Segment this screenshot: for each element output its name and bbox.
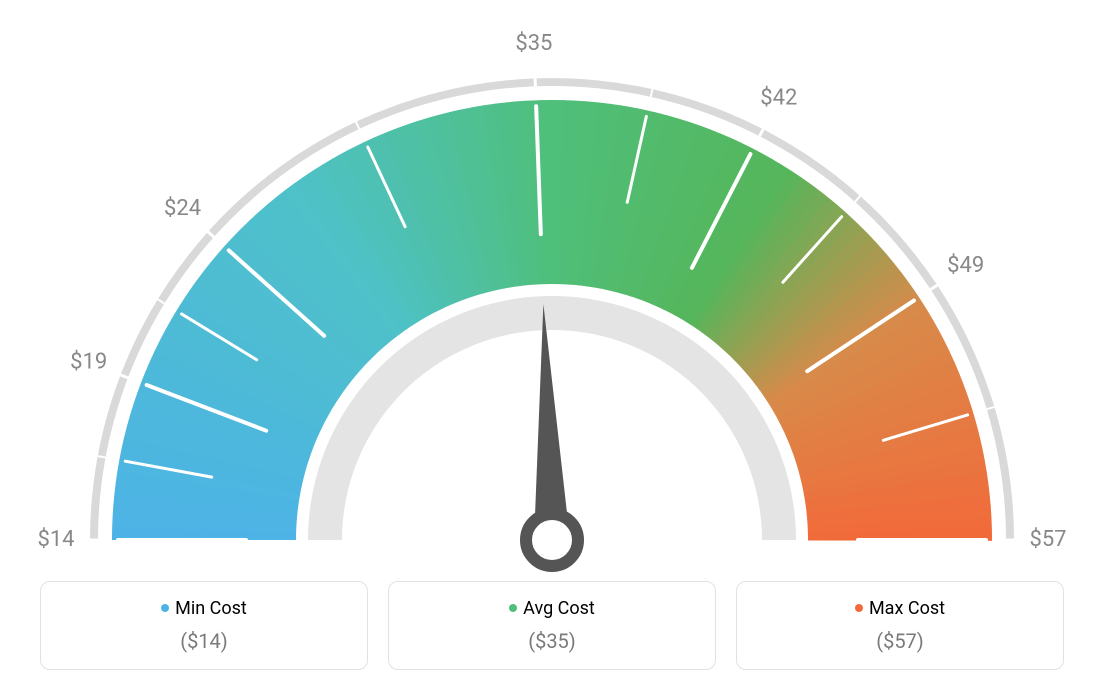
legend-value-max: ($57) [745,629,1055,653]
legend-card-avg: Avg Cost ($35) [388,581,716,670]
gauge-tick-label: $14 [37,527,74,552]
gauge-tick-label: $57 [1029,527,1066,552]
legend-dot-max [855,604,863,612]
legend-title-avg-text: Avg Cost [523,598,595,619]
cost-gauge: $14 $19 $24 $35 $42 $49 $57 [0,20,1104,580]
legend-dot-avg [509,604,517,612]
gauge-tick-label: $42 [760,86,797,111]
gauge-svg: $14 $19 $24 $35 $42 $49 $57 [22,20,1082,580]
legend-card-max: Max Cost ($57) [736,581,1064,670]
legend-title-min: Min Cost [49,598,359,619]
gauge-tick-label: $49 [947,253,984,278]
legend-card-min: Min Cost ($14) [40,581,368,670]
legend-value-avg: ($35) [397,629,707,653]
gauge-tick-label: $19 [70,350,107,375]
legend-title-max: Max Cost [745,598,1055,619]
legend-row: Min Cost ($14) Avg Cost ($35) Max Cost (… [40,581,1064,670]
legend-title-max-text: Max Cost [869,598,945,619]
gauge-tick-label: $24 [164,196,201,221]
legend-value-min: ($14) [49,629,359,653]
gauge-needle [534,304,570,540]
legend-dot-min [161,604,169,612]
gauge-tick-label: $35 [515,31,552,56]
legend-title-avg: Avg Cost [397,598,707,619]
legend-title-min-text: Min Cost [175,598,247,619]
gauge-needle-pivot [526,514,578,566]
